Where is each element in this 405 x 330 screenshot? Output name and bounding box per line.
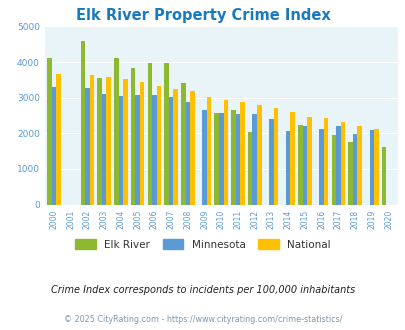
Bar xyxy=(231,110,235,205)
Bar xyxy=(369,130,373,205)
Bar xyxy=(214,114,218,205)
Bar xyxy=(307,116,311,205)
Bar xyxy=(273,108,277,205)
Bar xyxy=(218,114,223,205)
Bar xyxy=(269,119,273,205)
Bar xyxy=(356,126,361,205)
Bar xyxy=(56,74,60,205)
Bar xyxy=(285,131,290,205)
Bar xyxy=(331,135,335,205)
Bar xyxy=(97,78,102,205)
Bar xyxy=(252,114,256,205)
Bar xyxy=(373,129,378,205)
Bar xyxy=(190,91,194,205)
Bar xyxy=(347,142,352,205)
Bar xyxy=(123,79,127,205)
Bar xyxy=(185,102,190,205)
Text: © 2025 CityRating.com - https://www.cityrating.com/crime-statistics/: © 2025 CityRating.com - https://www.city… xyxy=(64,315,341,324)
Legend: Elk River, Minnesota, National: Elk River, Minnesota, National xyxy=(71,235,334,254)
Bar xyxy=(352,134,356,205)
Bar xyxy=(181,83,185,205)
Bar xyxy=(85,88,90,205)
Bar xyxy=(135,95,139,205)
Bar xyxy=(130,68,135,205)
Bar xyxy=(335,126,340,205)
Bar xyxy=(47,58,51,205)
Bar xyxy=(381,147,386,205)
Bar xyxy=(302,126,307,205)
Bar xyxy=(240,102,244,205)
Bar xyxy=(297,125,302,205)
Bar xyxy=(206,97,211,205)
Bar xyxy=(118,96,123,205)
Bar xyxy=(256,105,261,205)
Bar xyxy=(173,89,177,205)
Bar xyxy=(51,87,56,205)
Bar xyxy=(323,117,328,205)
Bar xyxy=(290,112,294,205)
Bar xyxy=(139,82,144,205)
Bar xyxy=(247,132,252,205)
Bar xyxy=(340,121,344,205)
Bar xyxy=(202,110,206,205)
Bar xyxy=(152,95,156,205)
Bar xyxy=(147,63,152,205)
Bar xyxy=(90,75,94,205)
Bar xyxy=(223,100,228,205)
Text: Elk River Property Crime Index: Elk River Property Crime Index xyxy=(75,8,330,23)
Text: Crime Index corresponds to incidents per 100,000 inhabitants: Crime Index corresponds to incidents per… xyxy=(51,285,354,295)
Bar xyxy=(164,63,168,205)
Bar xyxy=(168,97,173,205)
Bar xyxy=(106,77,111,205)
Bar xyxy=(319,129,323,205)
Bar xyxy=(235,114,240,205)
Bar xyxy=(156,85,161,205)
Bar xyxy=(102,94,106,205)
Bar xyxy=(114,58,118,205)
Bar xyxy=(80,41,85,205)
